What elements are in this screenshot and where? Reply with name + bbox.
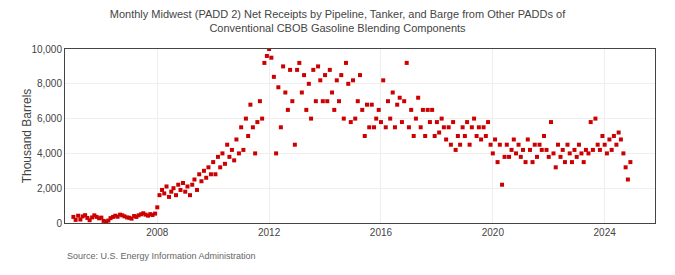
svg-text:2008: 2008: [146, 227, 169, 238]
svg-text:0: 0: [56, 218, 62, 229]
svg-text:2,000: 2,000: [37, 183, 62, 194]
svg-text:Monthly Midwest (PADD 2) Net R: Monthly Midwest (PADD 2) Net Receipts by…: [110, 8, 566, 34]
svg-text:Source: U.S. Energy Informatio: Source: U.S. Energy Information Administ…: [67, 251, 256, 261]
svg-text:10,000: 10,000: [31, 44, 62, 55]
svg-text:2024: 2024: [594, 227, 617, 238]
svg-text:4,000: 4,000: [37, 148, 62, 159]
svg-text:Thousand Barrels: Thousand Barrels: [20, 89, 34, 184]
svg-text:8,000: 8,000: [37, 78, 62, 89]
svg-text:2020: 2020: [482, 227, 505, 238]
svg-text:2016: 2016: [370, 227, 393, 238]
svg-text:2012: 2012: [258, 227, 281, 238]
svg-text:6,000: 6,000: [37, 113, 62, 124]
